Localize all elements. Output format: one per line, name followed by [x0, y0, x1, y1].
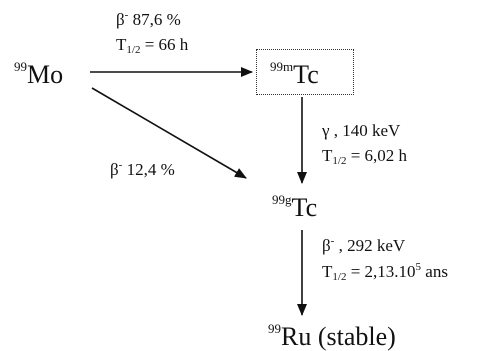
charge-sign: -	[124, 9, 129, 21]
halflife-unit: ans	[421, 262, 448, 281]
nuclide-tc99g: 99gTc	[272, 193, 317, 221]
gamma-symbol: γ	[322, 121, 330, 140]
nuclide-ru99: 99Ru (stable)	[268, 322, 396, 350]
mass-number: 99g	[272, 192, 292, 207]
arrow-mo-to-tc99g	[91, 87, 247, 179]
halflife-value: = 2,13.10	[346, 262, 416, 281]
label-tc99m-halflife: T1/2 = 6,02 h	[322, 147, 407, 167]
branch-percent: 12,4 %	[122, 160, 175, 179]
label-beta-energy: β- , 292 keV	[322, 235, 406, 255]
label-mo-halflife: T1/2 = 66 h	[116, 36, 188, 56]
halflife-exponent: 5	[415, 261, 422, 273]
label-mo-to-tc99g-branch: β- 12,4 %	[110, 159, 175, 179]
charge-sign: -	[330, 235, 335, 247]
halflife-value: = 66 h	[140, 35, 189, 54]
element-symbol: Tc	[293, 60, 319, 89]
halflife-symbol: T	[116, 35, 127, 54]
charge-sign: -	[118, 159, 123, 171]
branch-percent: 87,6 %	[128, 10, 181, 29]
element-symbol: Ru (stable)	[281, 322, 396, 351]
mass-number: 99	[268, 321, 281, 336]
mass-number: 99m	[270, 59, 294, 74]
tc99m-box	[256, 49, 354, 95]
halflife-symbol: T	[322, 262, 333, 281]
halflife-subscript: 1/2	[332, 155, 347, 167]
beta-symbol: β	[116, 10, 125, 29]
beta-symbol: β	[322, 236, 331, 255]
label-gamma-energy: γ , 140 keV	[322, 122, 400, 139]
halflife-symbol: T	[322, 146, 333, 165]
nuclide-tc99m: 99mTc	[270, 60, 319, 88]
nuclide-mo99: 99Mo	[14, 60, 63, 88]
mass-number: 99	[14, 59, 27, 74]
element-symbol: Tc	[291, 193, 318, 222]
energy-value: , 140 keV	[329, 121, 401, 140]
halflife-subscript: 1/2	[332, 271, 347, 283]
label-mo-to-tc99m-branch: β- 87,6 %	[116, 9, 181, 29]
energy-value: , 292 keV	[334, 236, 406, 255]
halflife-subscript: 1/2	[126, 44, 141, 56]
halflife-value: = 6,02 h	[346, 146, 408, 165]
beta-symbol: β	[110, 160, 119, 179]
element-symbol: Mo	[27, 60, 64, 89]
label-tc99g-halflife: T1/2 = 2,13.105 ans	[322, 262, 448, 283]
